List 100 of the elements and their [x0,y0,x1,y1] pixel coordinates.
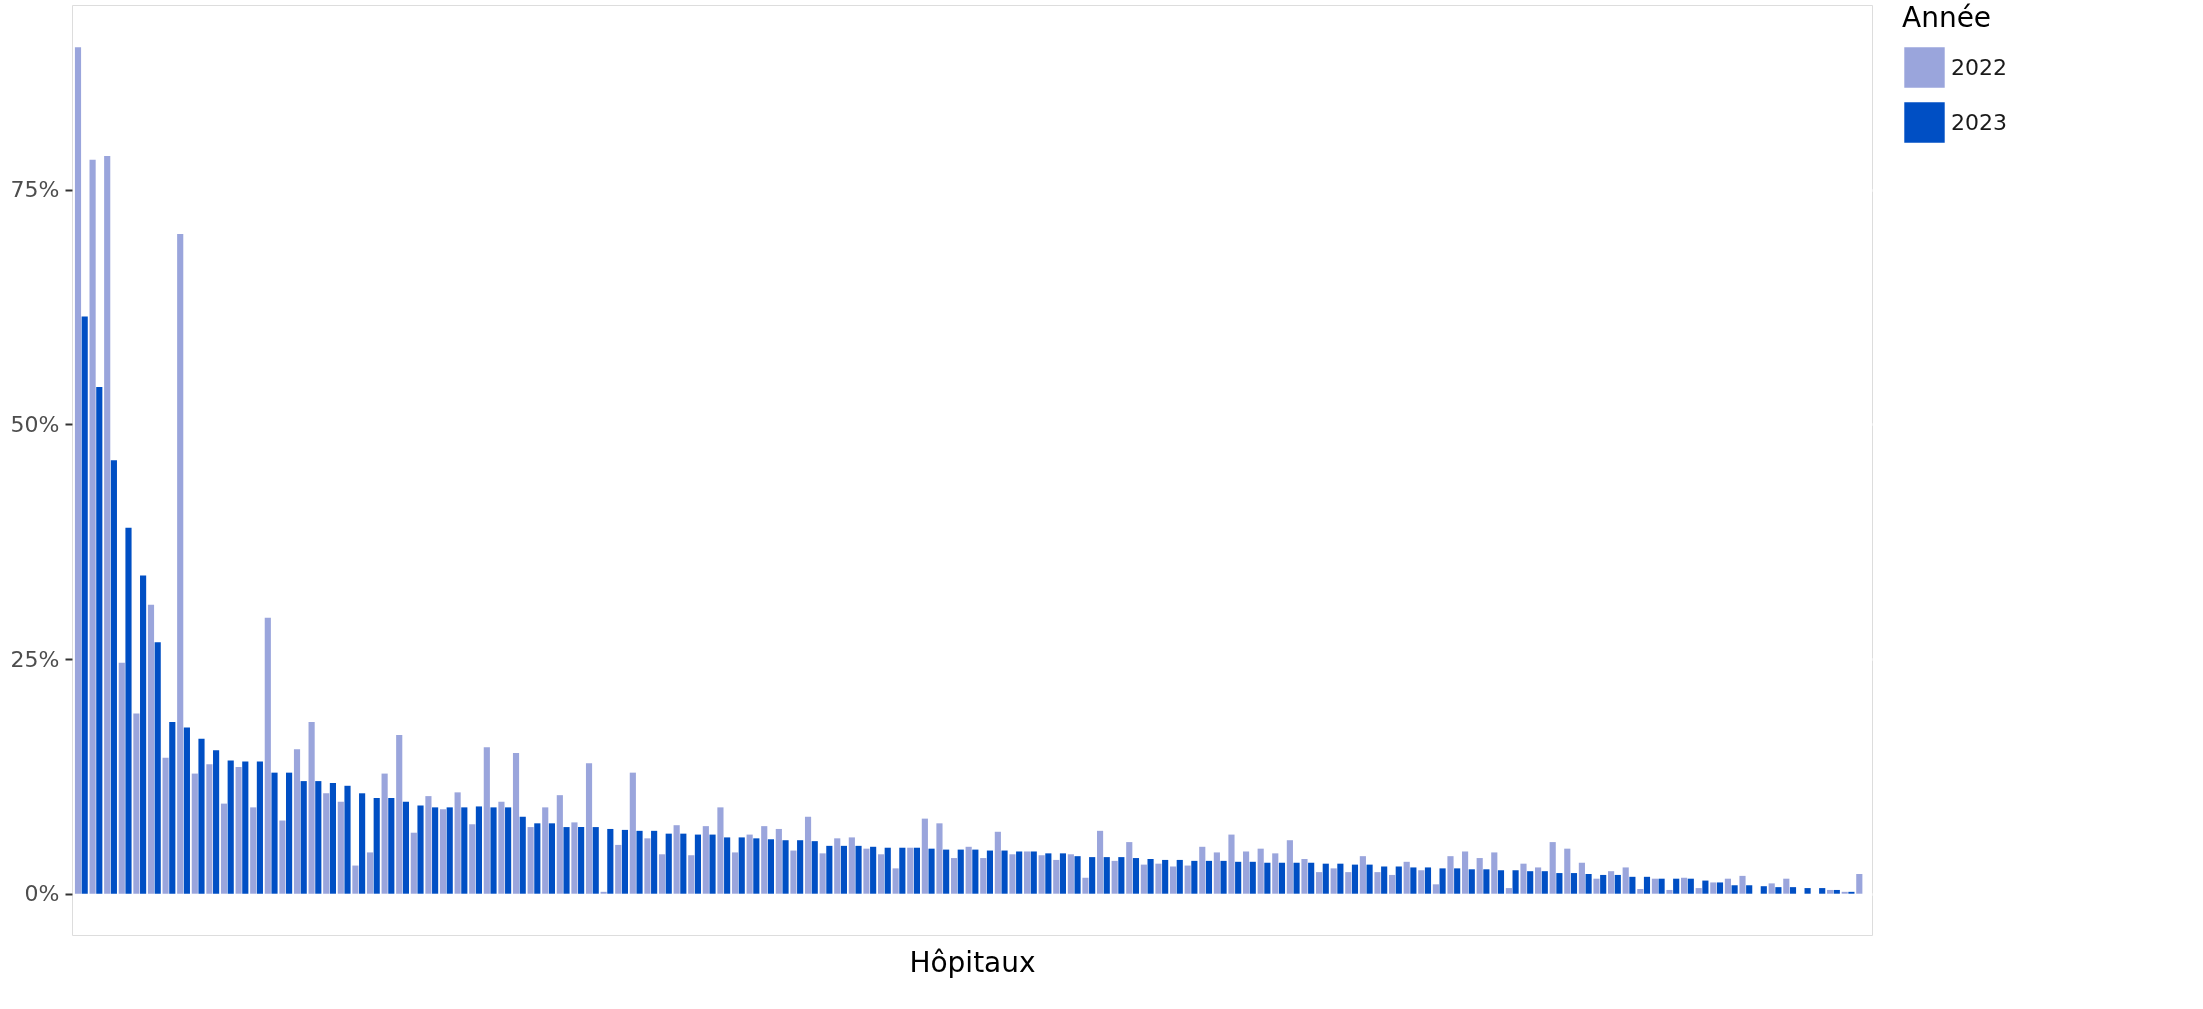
bar [1184,865,1191,894]
bar [986,850,994,894]
bar [1418,870,1425,894]
bar [1600,874,1607,894]
bar [644,838,651,894]
bar [761,826,768,894]
bar [388,797,395,894]
bar [1351,864,1359,894]
bar [585,763,593,894]
bar [1278,862,1286,894]
bar [556,795,563,894]
bar [811,841,818,894]
bar [1637,889,1644,894]
bar [1162,859,1169,894]
bar [1191,860,1198,894]
bar [1330,868,1337,894]
bar [1593,878,1600,894]
bar [673,825,680,894]
bar [753,838,760,894]
bar [629,772,636,894]
bar [1067,854,1074,894]
bar [1666,889,1673,894]
bar [264,617,271,894]
bar [329,782,336,894]
bar [607,828,614,894]
bar [767,839,775,894]
bar [1038,855,1045,894]
bar [381,773,388,894]
bar [1389,874,1396,894]
bar [206,764,213,894]
bar [1702,880,1709,894]
bar [1242,851,1250,894]
bar [1541,871,1548,894]
bar [1497,870,1505,894]
bar [512,752,520,894]
bar [1374,872,1381,894]
bar [359,793,366,894]
bar [965,846,972,894]
bar [439,809,447,894]
bar [1468,869,1475,894]
bar [680,833,687,894]
bar [534,823,541,894]
bar [1622,867,1629,894]
bar [191,773,198,894]
bar [1731,885,1738,894]
bar [994,831,1001,894]
bar [235,767,242,894]
bar [731,852,739,894]
bar [1016,851,1023,894]
bar [323,793,330,894]
bar [177,233,184,894]
bar [1345,872,1352,894]
bar [1286,840,1293,894]
bar [344,785,351,894]
bar [943,849,950,894]
legend-title: Année [1902,1,1992,34]
bar [936,823,943,894]
bar [198,738,205,894]
bar [308,721,315,894]
bar [1176,859,1183,894]
bar [848,837,855,894]
bar [1249,861,1256,894]
bar [110,460,117,894]
bar [1293,862,1300,894]
bar [425,796,432,894]
bar [563,827,570,894]
bar [1432,884,1439,894]
bar [1059,853,1067,894]
bar [1724,878,1731,894]
bar [220,803,228,894]
bar [1074,856,1081,894]
bar [636,830,643,894]
bar [870,846,877,894]
bar [899,847,906,894]
bar [826,845,833,894]
bar [74,47,82,894]
bar [738,837,745,894]
bar [542,807,549,894]
bar [1775,887,1782,894]
bar [1169,866,1177,894]
bar [475,806,482,894]
bar [461,807,468,894]
bar [578,827,585,894]
bar [658,854,666,894]
bar [1570,873,1578,894]
y-tick-label: 50% [10,411,60,437]
bar [1658,878,1665,894]
bar [1403,861,1410,894]
bar [1564,848,1571,894]
bar [286,772,293,894]
bar [972,849,979,894]
bar [717,807,724,894]
bar [104,156,111,894]
bar [1768,883,1775,894]
bar [498,801,505,894]
bar [1462,851,1469,894]
bar [1235,861,1242,894]
bar [1578,862,1585,894]
bar [140,575,147,894]
bar [1322,863,1329,894]
